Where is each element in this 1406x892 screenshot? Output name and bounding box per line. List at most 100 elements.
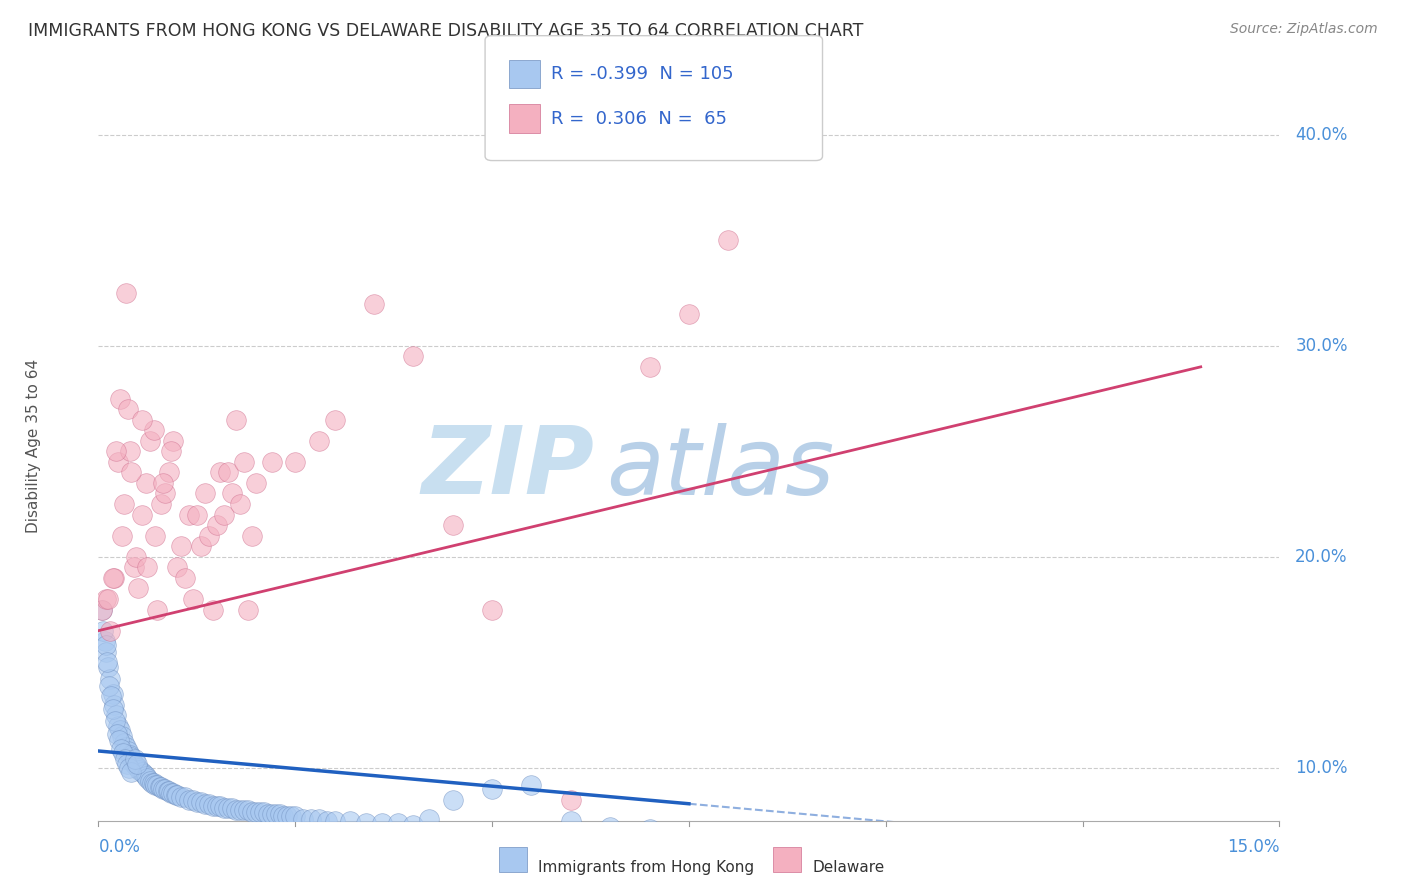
Point <box>120 765 142 780</box>
Point <box>100 689 122 703</box>
Point <box>201 602 224 616</box>
Text: 0.0%: 0.0% <box>98 838 141 855</box>
Text: R = -0.399  N = 105: R = -0.399 N = 105 <box>551 65 734 83</box>
Point <box>225 412 247 426</box>
Text: 10.0%: 10.0% <box>1295 759 1348 777</box>
Point <box>284 455 307 469</box>
Point <box>111 729 134 743</box>
Point <box>260 807 283 822</box>
Point <box>150 497 173 511</box>
Point <box>186 508 208 522</box>
Point <box>194 797 217 811</box>
Point <box>323 412 346 426</box>
Point <box>194 486 217 500</box>
Point <box>599 820 621 834</box>
Point <box>181 792 204 806</box>
Point <box>269 807 291 822</box>
Point <box>121 750 143 764</box>
Point <box>264 807 287 822</box>
Point <box>91 602 114 616</box>
Point <box>560 792 582 806</box>
Point <box>112 497 135 511</box>
Point <box>146 778 169 792</box>
Point <box>132 767 155 781</box>
Point <box>125 549 148 564</box>
Point <box>402 818 425 832</box>
Point <box>233 455 256 469</box>
Point <box>260 455 283 469</box>
Point <box>354 815 377 830</box>
Point <box>402 349 425 363</box>
Point <box>104 444 127 458</box>
Point <box>638 822 661 836</box>
Point <box>125 758 148 772</box>
Point <box>111 529 134 543</box>
Point <box>128 763 150 777</box>
Point <box>138 434 160 448</box>
Point <box>678 826 700 840</box>
Point <box>197 797 219 811</box>
Point <box>118 748 141 763</box>
Point <box>101 571 124 585</box>
Point <box>121 466 143 480</box>
Point <box>229 803 252 817</box>
Point <box>170 790 193 805</box>
Point <box>125 756 148 771</box>
Point <box>103 571 125 585</box>
Point <box>131 765 153 780</box>
Point <box>118 761 141 775</box>
Point <box>110 742 132 756</box>
Point <box>205 518 228 533</box>
Point <box>114 752 136 766</box>
Point <box>520 778 543 792</box>
Point <box>638 359 661 374</box>
Point <box>481 782 503 797</box>
Text: 20.0%: 20.0% <box>1295 548 1348 566</box>
Point <box>160 444 183 458</box>
Point <box>152 782 174 797</box>
Point <box>127 582 149 596</box>
Point <box>122 755 145 769</box>
Point <box>117 402 139 417</box>
Point <box>225 803 247 817</box>
Text: Source: ZipAtlas.com: Source: ZipAtlas.com <box>1230 22 1378 37</box>
Point <box>127 761 149 775</box>
Point <box>91 602 114 616</box>
Point <box>717 233 740 247</box>
Point <box>157 466 180 480</box>
Point <box>118 444 141 458</box>
Point <box>308 812 330 826</box>
Point <box>217 801 239 815</box>
Point <box>135 475 157 490</box>
Point <box>236 602 259 616</box>
Text: 15.0%: 15.0% <box>1227 838 1279 855</box>
Point <box>155 486 177 500</box>
Point <box>177 792 200 806</box>
Point <box>157 784 180 798</box>
Point <box>209 466 232 480</box>
Point <box>249 805 271 820</box>
Point <box>103 702 125 716</box>
Point <box>177 508 200 522</box>
Point <box>217 466 239 480</box>
Point <box>111 746 134 760</box>
Point <box>240 529 263 543</box>
Point <box>221 486 243 500</box>
Point <box>98 672 121 686</box>
Point <box>253 805 276 820</box>
Text: ZIP: ZIP <box>422 423 595 515</box>
Point <box>256 807 278 822</box>
Point <box>236 803 259 817</box>
Point <box>104 714 127 729</box>
Point <box>138 773 160 788</box>
Point <box>115 756 138 771</box>
Point <box>97 659 120 673</box>
Point <box>160 786 183 800</box>
Point <box>214 801 236 815</box>
Point <box>122 756 145 771</box>
Point <box>174 790 197 805</box>
Point <box>481 602 503 616</box>
Point <box>117 744 139 758</box>
Point <box>165 789 187 803</box>
Point <box>96 645 118 659</box>
